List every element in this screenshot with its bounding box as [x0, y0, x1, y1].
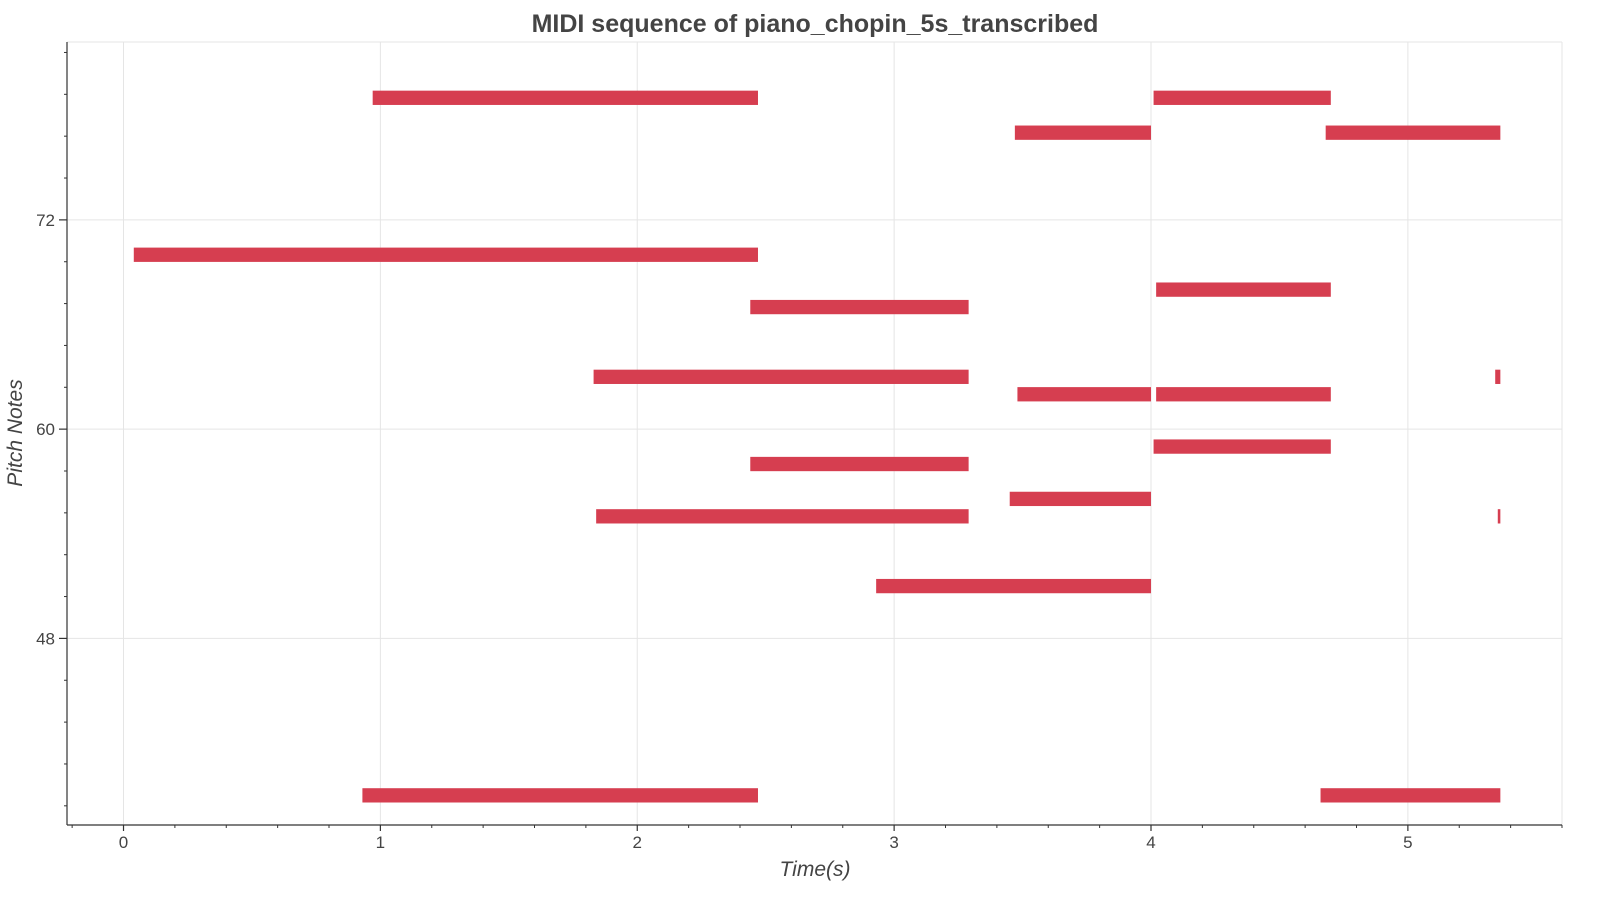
x-tick-label: 0 — [119, 833, 128, 852]
note-bar — [596, 509, 969, 524]
note-bar — [1009, 491, 1152, 507]
note-bar — [1017, 387, 1152, 402]
note-bar — [1156, 282, 1331, 297]
x-tick-label: 5 — [1403, 833, 1412, 852]
y-tick-label: 48 — [36, 629, 55, 648]
note-bar — [876, 578, 1152, 594]
note-bar — [1156, 387, 1331, 402]
y-tick-label: 60 — [36, 420, 55, 439]
x-axis-label: Time(s) — [780, 858, 851, 881]
x-tick-label: 2 — [633, 833, 642, 852]
axes — [66, 42, 1562, 826]
chart-title: MIDI sequence of piano_chopin_5s_transcr… — [532, 10, 1099, 38]
x-tick-label: 3 — [889, 833, 898, 852]
note-bar — [1325, 125, 1501, 140]
note-bar — [1320, 788, 1501, 803]
grid — [67, 41, 1563, 825]
ticks: 0 1 2 3 4 5 48 60 72 — [36, 51, 1563, 852]
note-bar — [362, 788, 758, 803]
note-bar — [1153, 439, 1331, 454]
note-bar — [1495, 369, 1501, 384]
note-bar — [593, 369, 969, 384]
note-bar — [133, 247, 758, 262]
note-bar — [1153, 90, 1331, 105]
x-tick-label: 4 — [1146, 833, 1155, 852]
y-axis-label: Pitch Notes — [4, 379, 27, 487]
note-bars — [133, 90, 1501, 803]
note-bar — [372, 90, 758, 105]
y-tick-label: 72 — [36, 211, 55, 230]
note-bar — [1014, 125, 1152, 140]
note-bar — [1497, 509, 1501, 524]
note-bar — [750, 299, 969, 315]
note-bar — [750, 456, 969, 472]
x-tick-label: 1 — [376, 833, 385, 852]
